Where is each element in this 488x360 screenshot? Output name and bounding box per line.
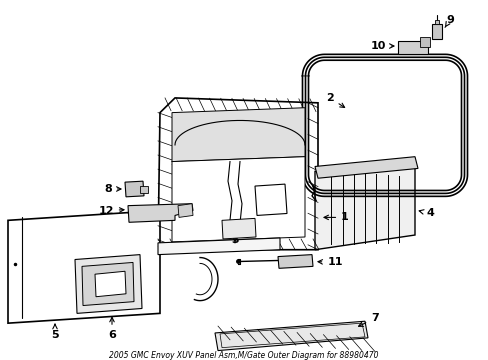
Polygon shape: [82, 262, 134, 306]
Polygon shape: [158, 238, 280, 255]
Polygon shape: [314, 166, 414, 250]
Text: 7: 7: [358, 313, 378, 326]
Polygon shape: [278, 255, 312, 268]
Polygon shape: [215, 321, 367, 351]
Text: 3: 3: [231, 235, 238, 245]
Polygon shape: [140, 186, 148, 193]
Text: 12: 12: [98, 206, 124, 216]
Polygon shape: [222, 219, 256, 239]
Polygon shape: [128, 204, 193, 222]
Polygon shape: [314, 157, 417, 178]
Polygon shape: [431, 24, 441, 39]
Polygon shape: [419, 37, 429, 47]
Text: 11: 11: [317, 257, 342, 267]
Polygon shape: [172, 157, 305, 242]
Text: 2005 GMC Envoy XUV Panel Asm,M/Gate Outer Diagram for 88980470: 2005 GMC Envoy XUV Panel Asm,M/Gate Oute…: [109, 351, 378, 360]
Text: 1: 1: [324, 212, 348, 222]
Text: 6: 6: [108, 318, 116, 340]
Polygon shape: [397, 41, 427, 54]
Polygon shape: [125, 181, 143, 197]
Text: 8: 8: [104, 184, 121, 194]
Polygon shape: [172, 108, 305, 162]
Polygon shape: [308, 60, 461, 190]
Polygon shape: [75, 255, 142, 313]
Polygon shape: [434, 19, 438, 24]
Text: 4: 4: [418, 208, 433, 219]
Polygon shape: [254, 184, 286, 215]
Text: 2: 2: [325, 93, 344, 108]
Polygon shape: [178, 204, 193, 217]
Text: 9: 9: [444, 15, 453, 27]
Polygon shape: [8, 211, 160, 323]
Text: 5: 5: [51, 324, 59, 340]
Polygon shape: [95, 271, 126, 297]
Polygon shape: [158, 98, 317, 250]
Text: 10: 10: [369, 41, 393, 51]
